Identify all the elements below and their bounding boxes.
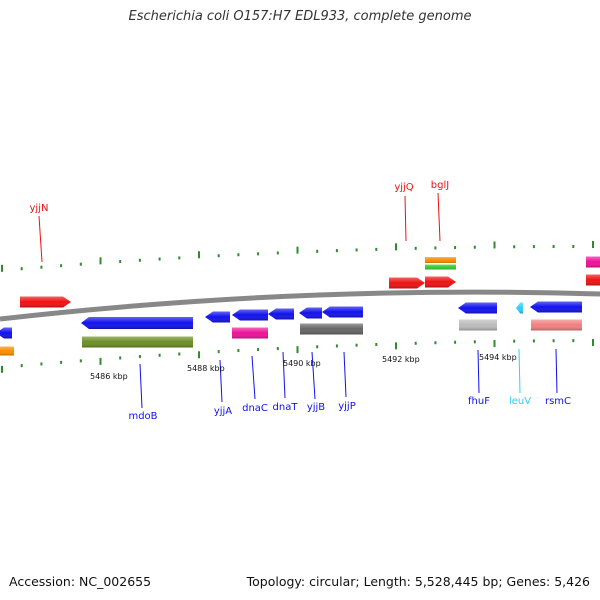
map-title: Escherichia coli O157:H7 EDL933, complet… bbox=[128, 9, 472, 24]
gene-feature-shading bbox=[425, 264, 456, 270]
scale-label: 5492 kbp bbox=[382, 355, 420, 364]
gene-label-yjjP: yjjP bbox=[338, 401, 356, 412]
gene-feature-shading bbox=[586, 274, 600, 286]
gene-feature-shading bbox=[300, 323, 363, 335]
leader-line bbox=[477, 349, 480, 394]
gene-labels: yjjN yjjQ bglJ mdoB yjjA dnaC dnaT yjjB yjjP fhuF… bbox=[30, 180, 572, 422]
gene-feature-shading bbox=[81, 317, 193, 329]
inner-tick-ring bbox=[1, 339, 594, 373]
gene-feature-shading bbox=[0, 327, 12, 339]
leader-line bbox=[555, 348, 558, 394]
gene-feature-shading bbox=[0, 346, 14, 356]
gene-label-rsmC: rsmC bbox=[545, 396, 571, 407]
gene-feature-shading bbox=[232, 309, 268, 321]
leader-line bbox=[437, 192, 441, 242]
leader-line bbox=[38, 215, 43, 263]
scale-label: 5488 kbp bbox=[187, 364, 225, 373]
gene-feature-shading bbox=[458, 302, 497, 314]
gene-label-yjjB: yjjB bbox=[307, 402, 325, 413]
scale-label: 5490 kbp bbox=[283, 359, 321, 368]
gene-label-dnaC: dnaC bbox=[242, 403, 268, 414]
leader-line bbox=[282, 351, 286, 399]
gene-label-dnaT: dnaT bbox=[273, 402, 299, 413]
gene-label-leuV: leuV bbox=[509, 396, 531, 407]
outer-tick-ring bbox=[1, 240, 594, 272]
gene-feature-shading bbox=[530, 301, 582, 313]
gene-feature-shading bbox=[82, 336, 193, 348]
leader-line bbox=[518, 348, 521, 394]
gene-feature-shading bbox=[459, 319, 497, 331]
gene-feature-shading bbox=[425, 276, 456, 288]
gene-label-yjjA: yjjA bbox=[214, 406, 232, 417]
gene-feature-shading bbox=[20, 296, 71, 308]
gene-label-yjjQ: yjjQ bbox=[394, 182, 413, 193]
leader-line bbox=[139, 363, 143, 409]
gene-feature-shading bbox=[268, 308, 294, 320]
gene-label-fhuF: fhuF bbox=[468, 396, 490, 407]
gene-feature-shading bbox=[586, 256, 600, 268]
leader-line bbox=[251, 355, 256, 400]
gene-feature-shading bbox=[425, 257, 456, 263]
gene-feature-shading bbox=[531, 319, 582, 331]
gene-feature-shading bbox=[232, 327, 268, 339]
scale-label: 5486 kbp bbox=[90, 372, 128, 381]
gene-label-bglJ: bglJ bbox=[431, 180, 449, 191]
scale-labels: 5486 kbp 5488 kbp 5490 kbp 5492 kbp 5494 kbp bbox=[90, 353, 517, 381]
feature-track bbox=[0, 256, 600, 356]
genome-summary-text: Topology: circular; Length: 5,528,445 bp… bbox=[246, 574, 590, 589]
leader-line bbox=[404, 195, 407, 242]
leader-line bbox=[219, 359, 223, 403]
gene-feature-shading bbox=[389, 277, 425, 289]
scale-label: 5494 kbp bbox=[479, 353, 517, 362]
leader-line bbox=[343, 351, 347, 398]
gene-label-yjjN: yjjN bbox=[30, 203, 49, 214]
genome-backbone bbox=[0, 289, 600, 322]
gene-feature-shading bbox=[322, 306, 363, 318]
label-leaders bbox=[38, 192, 558, 409]
leader-line bbox=[311, 351, 316, 400]
accession-text: Accession: NC_002655 bbox=[9, 574, 152, 589]
gene-feature-shading bbox=[205, 311, 230, 323]
gene-feature-shading bbox=[299, 307, 322, 319]
gene-label-mdoB: mdoB bbox=[128, 411, 157, 422]
gene-feature-shading bbox=[516, 302, 523, 314]
